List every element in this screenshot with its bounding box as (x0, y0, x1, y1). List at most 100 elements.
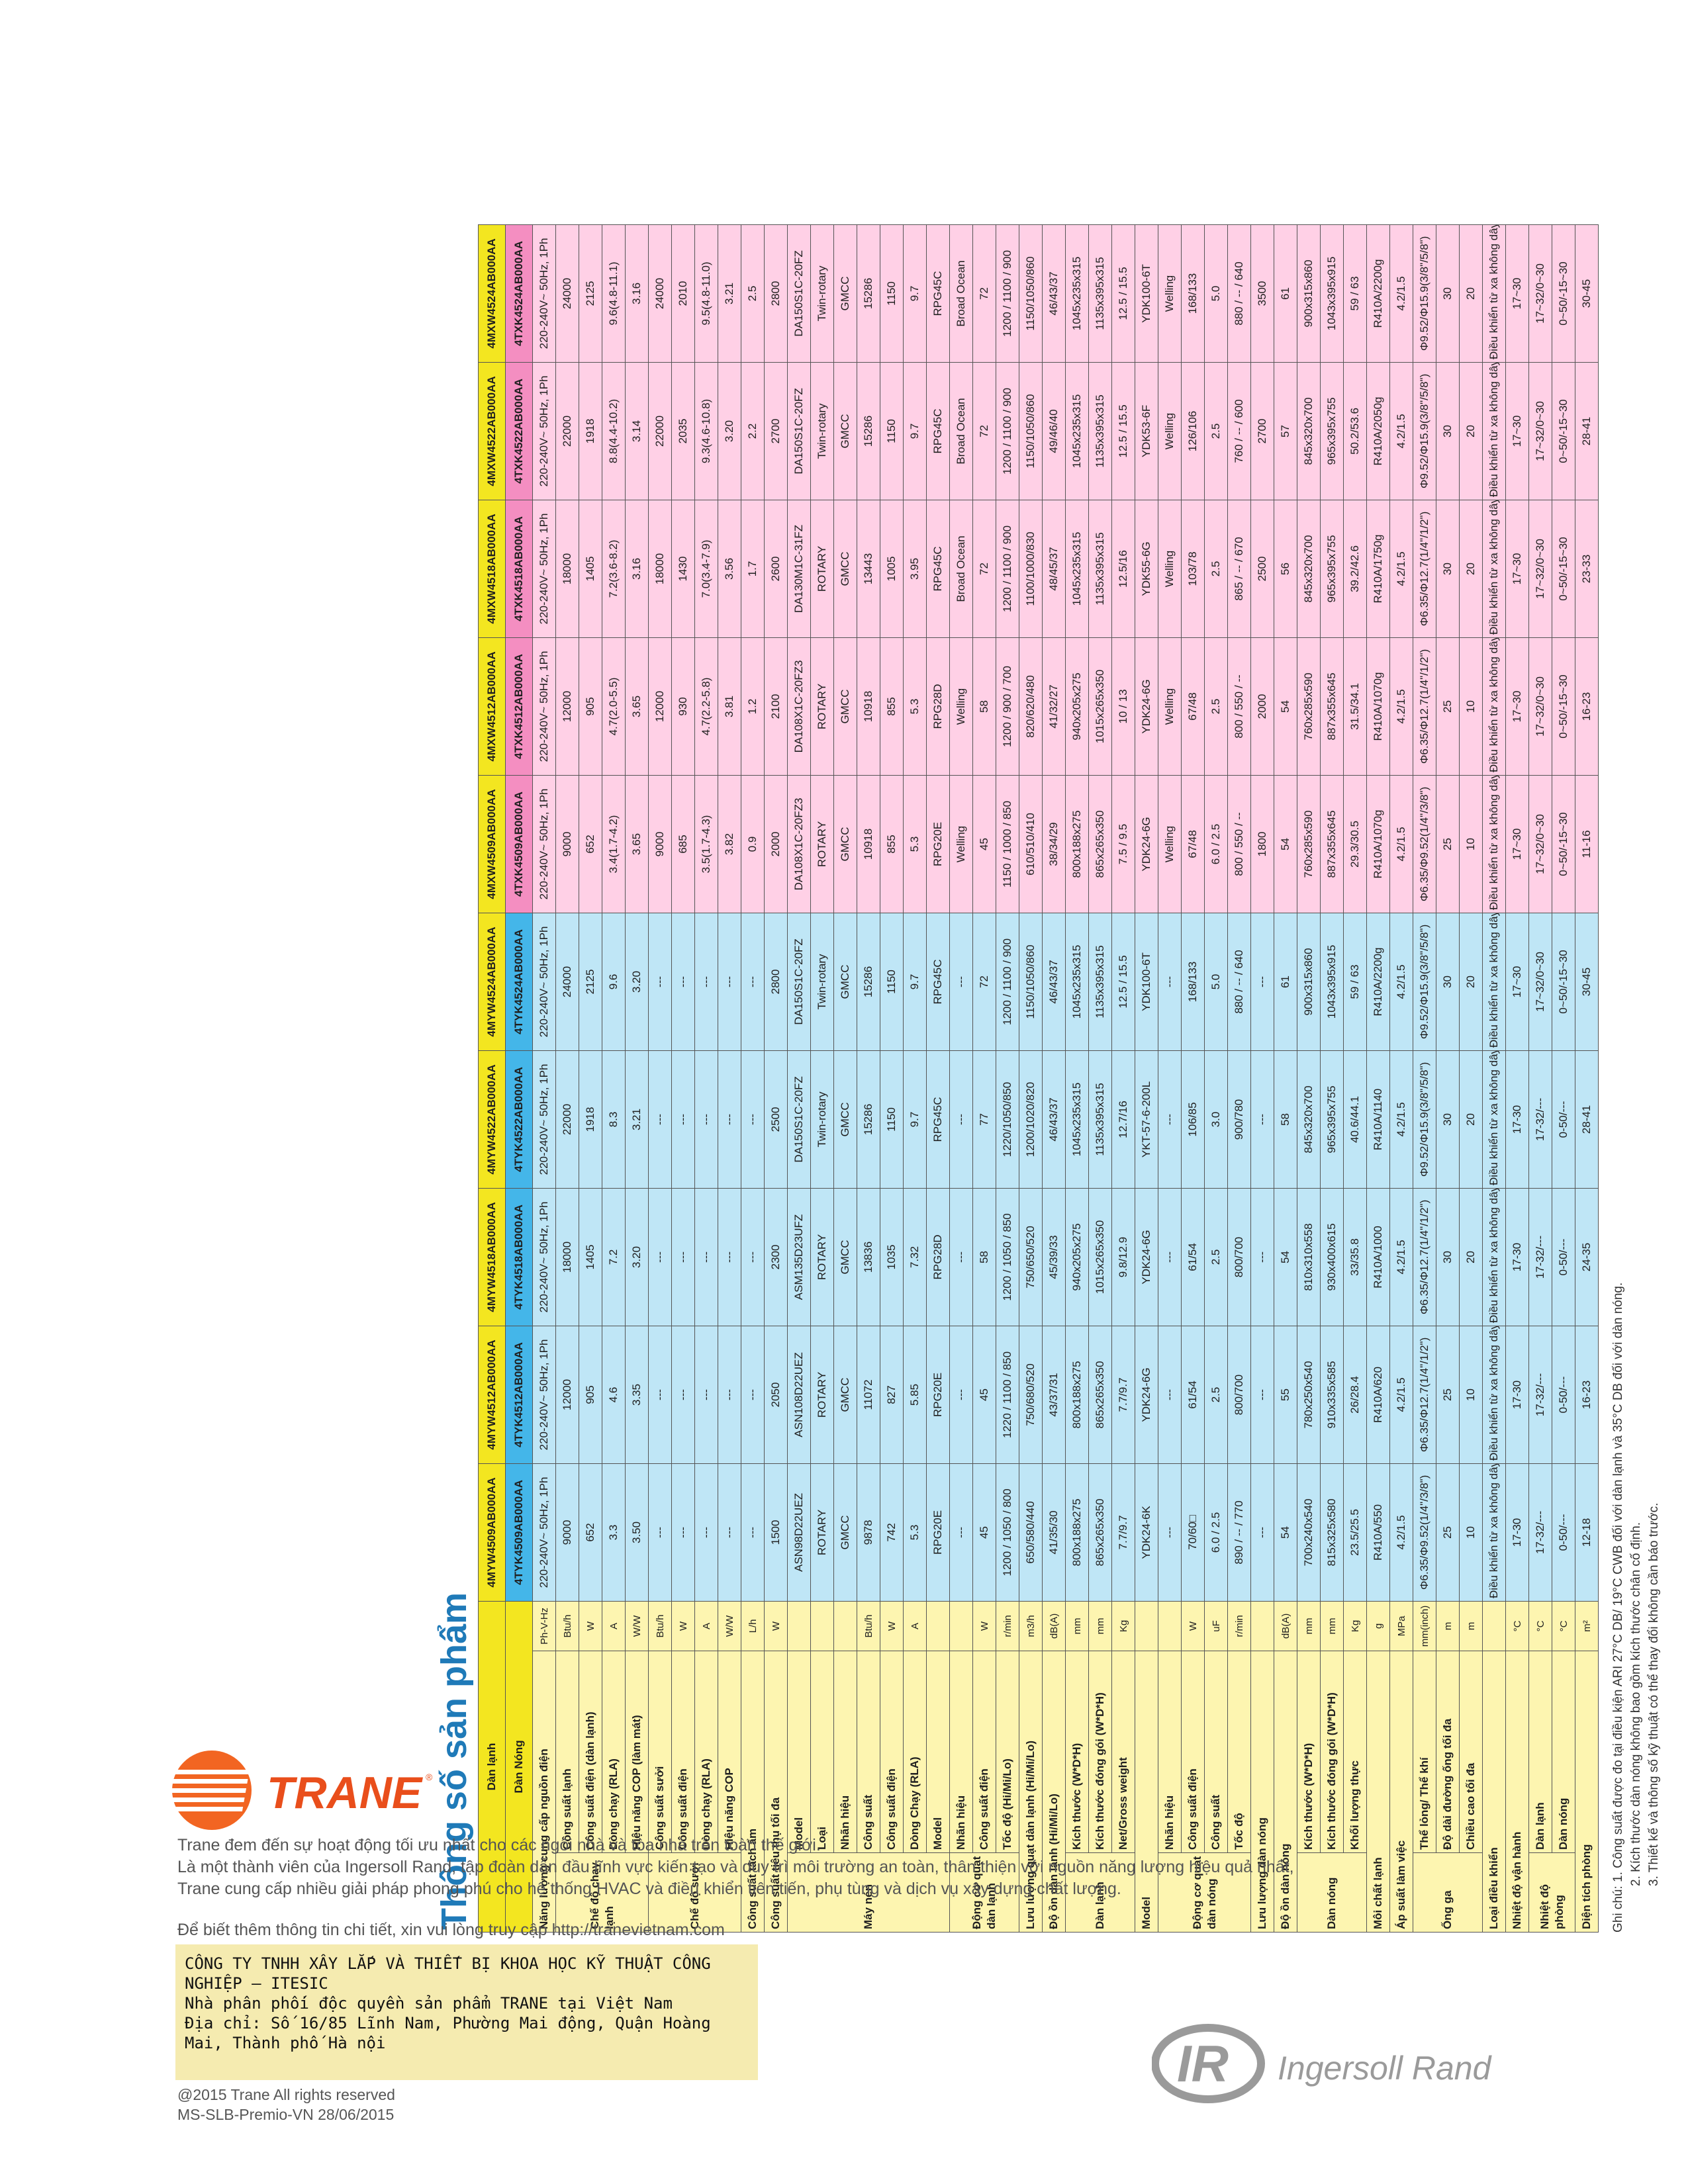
table-cell: R410A/2050g (1366, 362, 1390, 500)
table-cell: 5.0 (1204, 913, 1228, 1051)
table-row: Công suất điện W 742 827 1035 1150 1150 855 855 1… (880, 224, 904, 1932)
table-cell: 3.16 (625, 500, 649, 638)
table-cell: 168/133 (1181, 913, 1205, 1051)
table-cell: ROTARY (810, 637, 834, 776)
table-cell: 20 (1459, 362, 1483, 500)
table-cell: 3.20 (718, 362, 741, 500)
table-cell: 17~30 (1505, 500, 1529, 638)
table-cell: 12000 (555, 637, 579, 776)
table-cell: --- (648, 1188, 672, 1326)
table-cell: ROTARY (810, 1463, 834, 1602)
table-cell: 3.5(1.7-4.3) (694, 775, 718, 913)
row-unit (1250, 1601, 1274, 1651)
row-unit: mm (1297, 1601, 1321, 1651)
table-cell: 4.2/1.5 (1389, 913, 1413, 1051)
table-cell: 1220 / 1100 / 850 (996, 1326, 1019, 1464)
table-cell: GMCC (833, 362, 857, 500)
table-cell: 880 / -- / 640 (1227, 224, 1251, 363)
table-cell: RPG45C (926, 362, 950, 500)
table-row: Công suất điện (dàn lạnh) W 652 905 1405 1918… (579, 224, 602, 1932)
outdoor-model-header: 4TYK4512AB000AA (505, 1326, 533, 1464)
table-cell: 800x188x275 (1065, 1463, 1089, 1602)
table-cell: 905 (579, 637, 602, 776)
table-cell: 845x320x700 (1297, 362, 1321, 500)
table-cell: 865x265x350 (1088, 1326, 1112, 1464)
row-unit: MPa (1389, 1601, 1413, 1651)
row-unit: m (1459, 1601, 1483, 1651)
table-cell: 17~30 (1505, 362, 1529, 500)
table-cell: Điều khiển từ xa không dây (1482, 1463, 1506, 1602)
outdoor-model-header: 4TXK4518AB000AA (505, 500, 533, 638)
table-cell: Φ6.35/Φ9.52(1/4"/3/8") (1413, 775, 1436, 913)
table-row: Tốc độ (Hi/Mi/Lo) r/min 1200 / 1050 / 800 1… (996, 224, 1019, 1932)
table-cell: 0-50/--- (1552, 1326, 1575, 1464)
table-cell: 2500 (764, 1050, 788, 1189)
table-cell: --- (1250, 1188, 1274, 1326)
row-unit: r/min (996, 1601, 1019, 1651)
row-label: Công suất điện (dàn lạnh) (579, 1651, 602, 1853)
table-cell: 9878 (857, 1463, 880, 1602)
table-cell: Welling (1158, 362, 1182, 500)
table-cell: 9.7 (903, 1050, 927, 1189)
table-cell: 12000 (555, 1326, 579, 1464)
row-label: Công suất điện (1181, 1651, 1205, 1853)
spec-table-rotated: Thông số sản phẩm Dàn lạnh 4MYW4509AB000A… (430, 224, 1661, 1933)
table-cell: 3.65 (625, 637, 649, 776)
table-cell: --- (741, 1326, 765, 1464)
table-cell: 4.2/1.5 (1389, 362, 1413, 500)
table-cell: RPG20E (926, 1326, 950, 1464)
table-cell: 12.5 / 15.5 (1111, 224, 1135, 363)
table-row: Công suất uF 6.0 / 2.5 2.5 2.5 3.0 5.0 6.0 / 2.… (1204, 224, 1228, 1932)
table-cell: 54 (1274, 1188, 1297, 1326)
table-cell: 25 (1436, 1463, 1460, 1602)
table-cell: 17-30 (1505, 1326, 1529, 1464)
row-unit: A (694, 1601, 718, 1651)
table-cell: 800x188x275 (1065, 775, 1089, 913)
header-row-outdoor: Dàn Nóng 4TYK4509AB000AA 4TYK4512AB000AA 4T… (505, 224, 533, 1933)
table-cell: 10918 (857, 637, 880, 776)
table-cell: --- (648, 913, 672, 1051)
table-cell: 800x188x275 (1065, 1326, 1089, 1464)
table-cell: 910x335x585 (1320, 1326, 1344, 1464)
table-cell: --- (1250, 1326, 1274, 1464)
table-cell: 48/45/37 (1042, 500, 1066, 638)
indoor-model-header: 4MXW4522AB000AA (478, 362, 506, 500)
table-cell: --- (741, 1188, 765, 1326)
row-unit: W/W (718, 1601, 741, 1651)
row-unit: g (1366, 1601, 1390, 1651)
table-cell: --- (949, 913, 973, 1051)
table-cell: 3.65 (625, 775, 649, 913)
table-cell: 26/28.4 (1343, 1326, 1367, 1464)
distributor-role: Nhà phân phối độc quyền sản phẩm TRANE t… (185, 1994, 673, 2013)
row-label: Công suất (1204, 1651, 1228, 1853)
table-cell: Welling (1158, 637, 1182, 776)
row-label: Net/Gross weight (1111, 1651, 1135, 1853)
table-cell: 77 (972, 1050, 996, 1189)
row-unit (810, 1601, 834, 1651)
table-cell: 3.81 (718, 637, 741, 776)
table-cell: 0~50/-15~30 (1552, 224, 1575, 363)
table-cell: 965x395x755 (1320, 1050, 1344, 1189)
row-unit (787, 1601, 811, 1651)
table-cell: 17-32/--- (1528, 1050, 1552, 1189)
table-cell: --- (1158, 1050, 1182, 1189)
table-cell: GMCC (833, 224, 857, 363)
row-label: Khối lượng thực (1343, 1651, 1367, 1853)
ir-mark: IR (1177, 2034, 1229, 2093)
row-label: Dàn lạnh (1528, 1651, 1552, 1853)
indoor-model-header: 4MYW4524AB000AA (478, 913, 506, 1051)
row-label: Hiệu năng COP (làm mát) (625, 1651, 649, 1853)
table-cell: 20 (1459, 1050, 1483, 1189)
table-cell: 61/54 (1181, 1326, 1205, 1464)
table-cell: 16-23 (1575, 637, 1599, 776)
table-cell: 10918 (857, 775, 880, 913)
table-cell: 1005 (880, 500, 904, 638)
table-cell: 652 (579, 775, 602, 913)
table-cell: 61 (1274, 224, 1297, 363)
table-cell: 1015x265x350 (1088, 1188, 1112, 1326)
table-cell: Welling (949, 775, 973, 913)
table-row: Diện tích phòng m² 12-18 16-23 24-35 28-41 30-… (1575, 224, 1599, 1933)
table-cell: 17~32/0~30 (1528, 775, 1552, 913)
table-cell: 220-240V~ 50Hz, 1Ph (532, 1463, 556, 1602)
row-label: Độ dài đường ống tối đa (1436, 1651, 1460, 1853)
